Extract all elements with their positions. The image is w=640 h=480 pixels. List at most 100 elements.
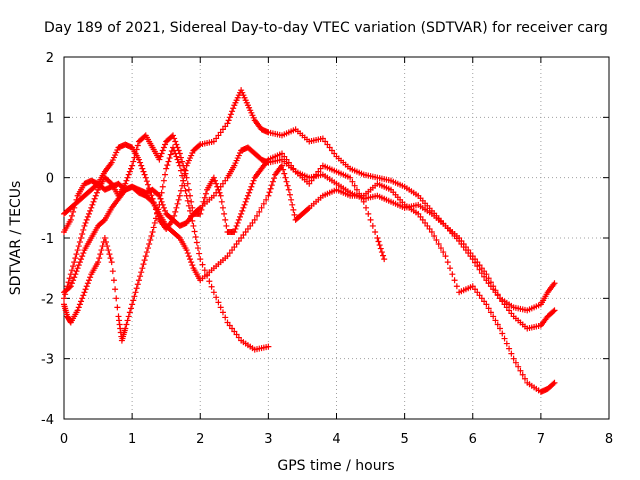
data-point — [156, 201, 163, 208]
data-point — [226, 250, 233, 257]
data-point — [234, 219, 241, 226]
data-point — [165, 158, 172, 165]
y-axis-label: SDTVAR / TECUs — [8, 181, 24, 296]
data-point — [265, 192, 272, 199]
data-point — [159, 183, 166, 190]
data-point — [244, 225, 251, 232]
data-point — [210, 138, 217, 145]
data-point — [147, 188, 154, 195]
data-point — [279, 162, 285, 169]
data-point — [152, 215, 159, 222]
data-point — [375, 238, 382, 245]
data-point — [190, 222, 197, 229]
data-point — [175, 159, 182, 166]
data-point — [89, 201, 96, 208]
data-point — [258, 204, 265, 211]
data-point — [213, 135, 220, 142]
data-point — [351, 182, 358, 189]
data-point — [381, 256, 388, 263]
data-point — [166, 155, 173, 162]
data-point — [224, 120, 231, 127]
data-point — [218, 198, 225, 205]
data-point — [419, 216, 426, 223]
data-point — [328, 147, 335, 154]
data-point — [185, 186, 192, 193]
data-point — [363, 204, 370, 211]
data-point — [158, 198, 165, 205]
data-point — [250, 177, 257, 184]
data-point — [485, 305, 492, 312]
data-point — [223, 222, 230, 229]
data-point — [185, 202, 192, 209]
data-point — [181, 182, 188, 189]
data-point — [224, 253, 231, 260]
data-point — [75, 262, 82, 269]
data-point — [72, 255, 79, 262]
data-point — [68, 267, 75, 274]
data-point — [435, 241, 442, 248]
data-point — [291, 211, 298, 218]
series-B — [61, 87, 558, 314]
data-point — [78, 298, 85, 305]
data-point — [483, 301, 490, 308]
data-point — [233, 331, 240, 338]
data-point — [182, 187, 189, 194]
data-point — [310, 174, 317, 181]
data-point — [230, 105, 237, 112]
data-point — [313, 171, 320, 178]
data-point — [139, 165, 146, 172]
series-D — [61, 132, 388, 302]
data-point — [289, 201, 296, 208]
data-point — [123, 321, 130, 328]
data-point — [481, 298, 488, 305]
data-point — [360, 198, 367, 205]
data-point — [175, 196, 182, 203]
data-point — [288, 196, 295, 203]
x-tick-label: 0 — [60, 432, 68, 447]
data-point — [148, 197, 155, 204]
data-point — [424, 222, 431, 229]
data-point — [281, 170, 288, 177]
data-point — [267, 185, 274, 192]
data-point — [162, 207, 169, 214]
data-point — [79, 295, 86, 302]
axis-ticks — [63, 56, 610, 420]
y-tick-label: 2 — [46, 51, 54, 66]
data-point — [200, 198, 207, 205]
data-point — [288, 162, 295, 169]
data-point — [147, 237, 154, 244]
data-point — [462, 247, 469, 254]
data-point — [92, 192, 99, 199]
data-point — [490, 313, 497, 320]
data-point — [449, 271, 456, 278]
data-point — [501, 335, 508, 342]
data-point — [285, 159, 292, 166]
data-point — [85, 277, 92, 284]
data-point — [460, 244, 467, 251]
data-point — [110, 277, 117, 284]
data-point — [242, 198, 249, 205]
data-point — [137, 273, 144, 280]
data-point — [127, 165, 134, 172]
data-point — [227, 111, 234, 118]
data-point — [417, 213, 424, 220]
data-point — [472, 286, 479, 293]
data-point — [188, 198, 195, 205]
data-point — [174, 200, 181, 207]
data-point — [132, 289, 139, 296]
data-point — [194, 245, 201, 252]
y-tick-labels: -4 -3 -2 -1 0 1 2 — [41, 51, 54, 428]
data-point — [198, 206, 205, 213]
data-point — [365, 210, 372, 217]
x-tick-label: 4 — [332, 432, 340, 447]
data-point — [478, 270, 485, 277]
data-point — [185, 253, 192, 260]
data-point — [324, 141, 331, 148]
data-point — [233, 241, 240, 248]
data-point — [246, 189, 253, 196]
data-point — [66, 284, 73, 291]
data-point — [140, 261, 147, 268]
data-point — [72, 271, 79, 278]
data-point — [146, 241, 153, 248]
